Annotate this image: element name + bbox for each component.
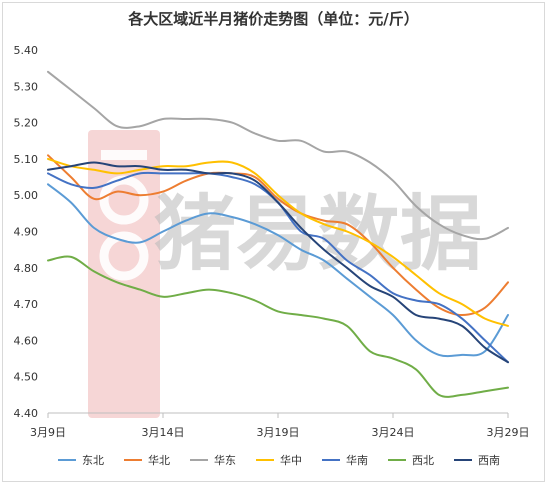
x-tick-label: 3月14日 xyxy=(142,426,185,439)
y-tick-label: 4.40 xyxy=(14,407,39,420)
y-tick-label: 4.50 xyxy=(14,371,39,384)
series-line-2 xyxy=(47,70,509,241)
series-lines xyxy=(47,70,509,398)
x-tick-label: 3月24日 xyxy=(372,426,415,439)
y-tick-label: 4.90 xyxy=(14,226,39,239)
y-tick-label: 4.60 xyxy=(14,334,39,347)
x-axis-ticks: 3月9日 3月14日 3月19日 3月24日 3月29日 xyxy=(30,413,530,439)
series-line-0 xyxy=(47,183,509,358)
legend-label: 华北 xyxy=(148,453,170,467)
x-tick-label: 3月29日 xyxy=(487,426,530,439)
y-tick-label: 4.70 xyxy=(14,298,39,311)
series-line-6 xyxy=(47,161,509,364)
watermark-logo xyxy=(88,130,160,418)
y-axis-ticks: 4.40 4.50 4.60 4.70 4.80 4.90 5.00 5.10 5.20 5.30… xyxy=(14,44,39,420)
series-line-5 xyxy=(47,255,509,398)
legend-label: 东北 xyxy=(82,454,104,467)
y-tick-label: 5.20 xyxy=(14,117,39,130)
y-tick-label: 4.80 xyxy=(14,262,39,275)
series-line-3 xyxy=(47,157,509,327)
legend-label: 西南 xyxy=(478,454,500,467)
y-tick-label: 5.40 xyxy=(14,44,39,57)
x-tick-label: 3月9日 xyxy=(30,426,66,439)
legend-label: 华东 xyxy=(214,453,236,467)
legend: 东北 华北 华东 华中 华南 西北 西南 xyxy=(58,453,500,467)
legend-label: 华南 xyxy=(346,453,368,467)
y-tick-label: 5.10 xyxy=(14,153,39,166)
legend-label: 华中 xyxy=(280,453,302,467)
watermark: 猪易数据 xyxy=(88,130,482,418)
watermark-text: 猪易数据 xyxy=(154,187,482,282)
y-tick-label: 5.30 xyxy=(14,80,39,93)
chart-title: 各大区域近半月猪价走势图（单位：元/斤） xyxy=(128,10,419,28)
y-tick-label: 5.00 xyxy=(14,189,39,202)
legend-label: 西北 xyxy=(412,454,434,467)
x-tick-label: 3月19日 xyxy=(257,426,300,439)
